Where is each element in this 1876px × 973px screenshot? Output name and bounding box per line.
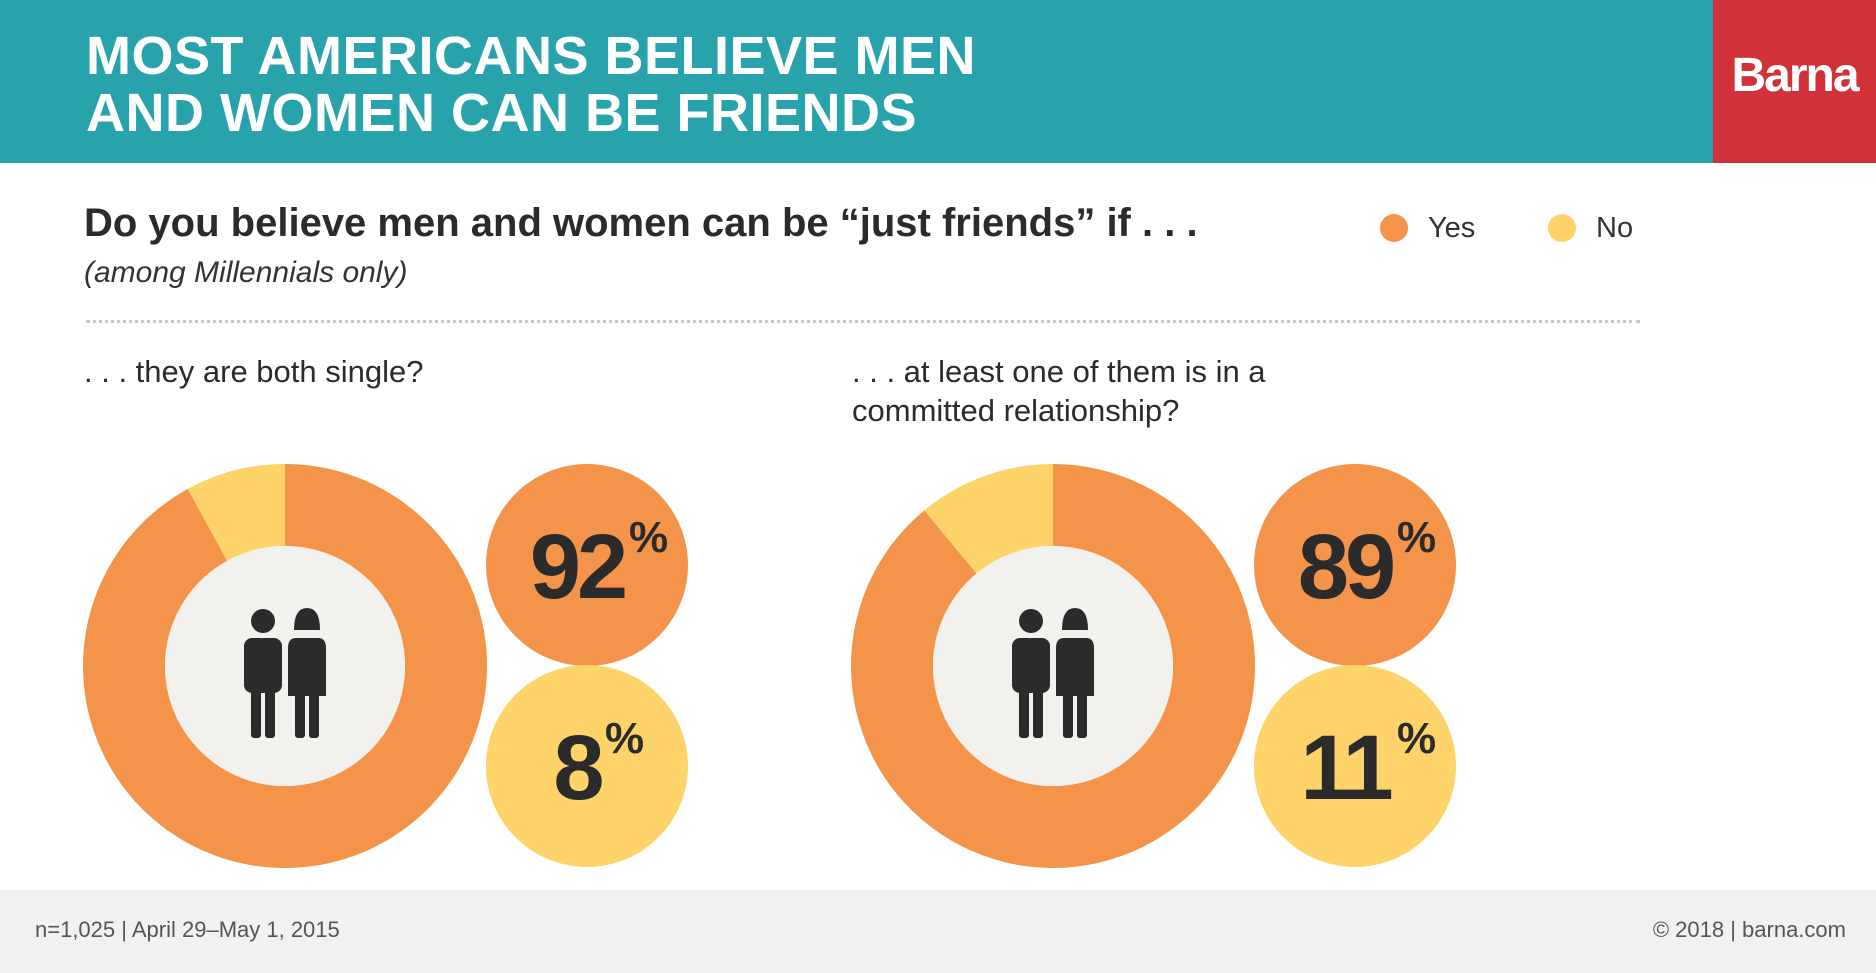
- two-people-icon: [244, 608, 326, 738]
- two-people-icon: [1012, 608, 1094, 738]
- donut-charts: 92 %8 %89 %11%: [82, 464, 1456, 868]
- sample-info: n=1,025 | April 29–May 1, 2015: [35, 917, 340, 942]
- survey-question: Do you believe men and women can be “jus…: [84, 201, 1198, 245]
- donut-slice-yes: [850, 464, 1255, 868]
- legend-yes-dot: [1380, 214, 1408, 242]
- dotted-divider: [86, 320, 1640, 323]
- chart-2: 89 %11%: [850, 464, 1456, 868]
- badge-no: [486, 665, 688, 867]
- badge-yes: [1254, 464, 1456, 666]
- barna-logo[interactable]: Barna: [1713, 0, 1876, 163]
- donut-center: [933, 546, 1173, 786]
- header-banner: MOST AMERICANS BELIEVE MEN AND WOMEN CAN…: [0, 0, 1876, 163]
- donut-slice-no: [924, 464, 1053, 574]
- footer: n=1,025 | April 29–May 1, 2015 © 2018 | …: [0, 890, 1876, 973]
- chart-1: 92 %8%: [82, 464, 688, 868]
- percent-sign: %: [605, 714, 644, 763]
- legend-yes-label: Yes: [1428, 212, 1476, 244]
- badge-no: [1254, 665, 1456, 867]
- percent-sign: %: [1397, 513, 1436, 562]
- survey-subtitle: (among Millennials only): [84, 256, 408, 289]
- chart-2-question: . . . at least one of them is in a commi…: [852, 354, 1266, 428]
- value-label-no: 8: [553, 717, 602, 819]
- donut-center: [165, 546, 405, 786]
- chart-1-question: . . . they are both single?: [84, 354, 424, 389]
- value-label-yes: 92: [530, 516, 625, 618]
- value-label-no: 11: [1300, 717, 1391, 819]
- donut-slice-yes: [82, 464, 487, 868]
- page-title: MOST AMERICANS BELIEVE MEN AND WOMEN CAN…: [86, 26, 977, 143]
- legend-no-label: No: [1596, 212, 1634, 244]
- badge-yes: [486, 464, 688, 666]
- percent-sign: %: [629, 513, 668, 562]
- value-label-yes: 89: [1298, 516, 1393, 618]
- logo-text: Barna: [1731, 49, 1859, 102]
- donut-slice-no: [187, 464, 285, 561]
- percent-sign: %: [1397, 714, 1436, 763]
- legend-no-dot: [1548, 214, 1576, 242]
- copyright: © 2018 | barna.com: [1652, 917, 1846, 942]
